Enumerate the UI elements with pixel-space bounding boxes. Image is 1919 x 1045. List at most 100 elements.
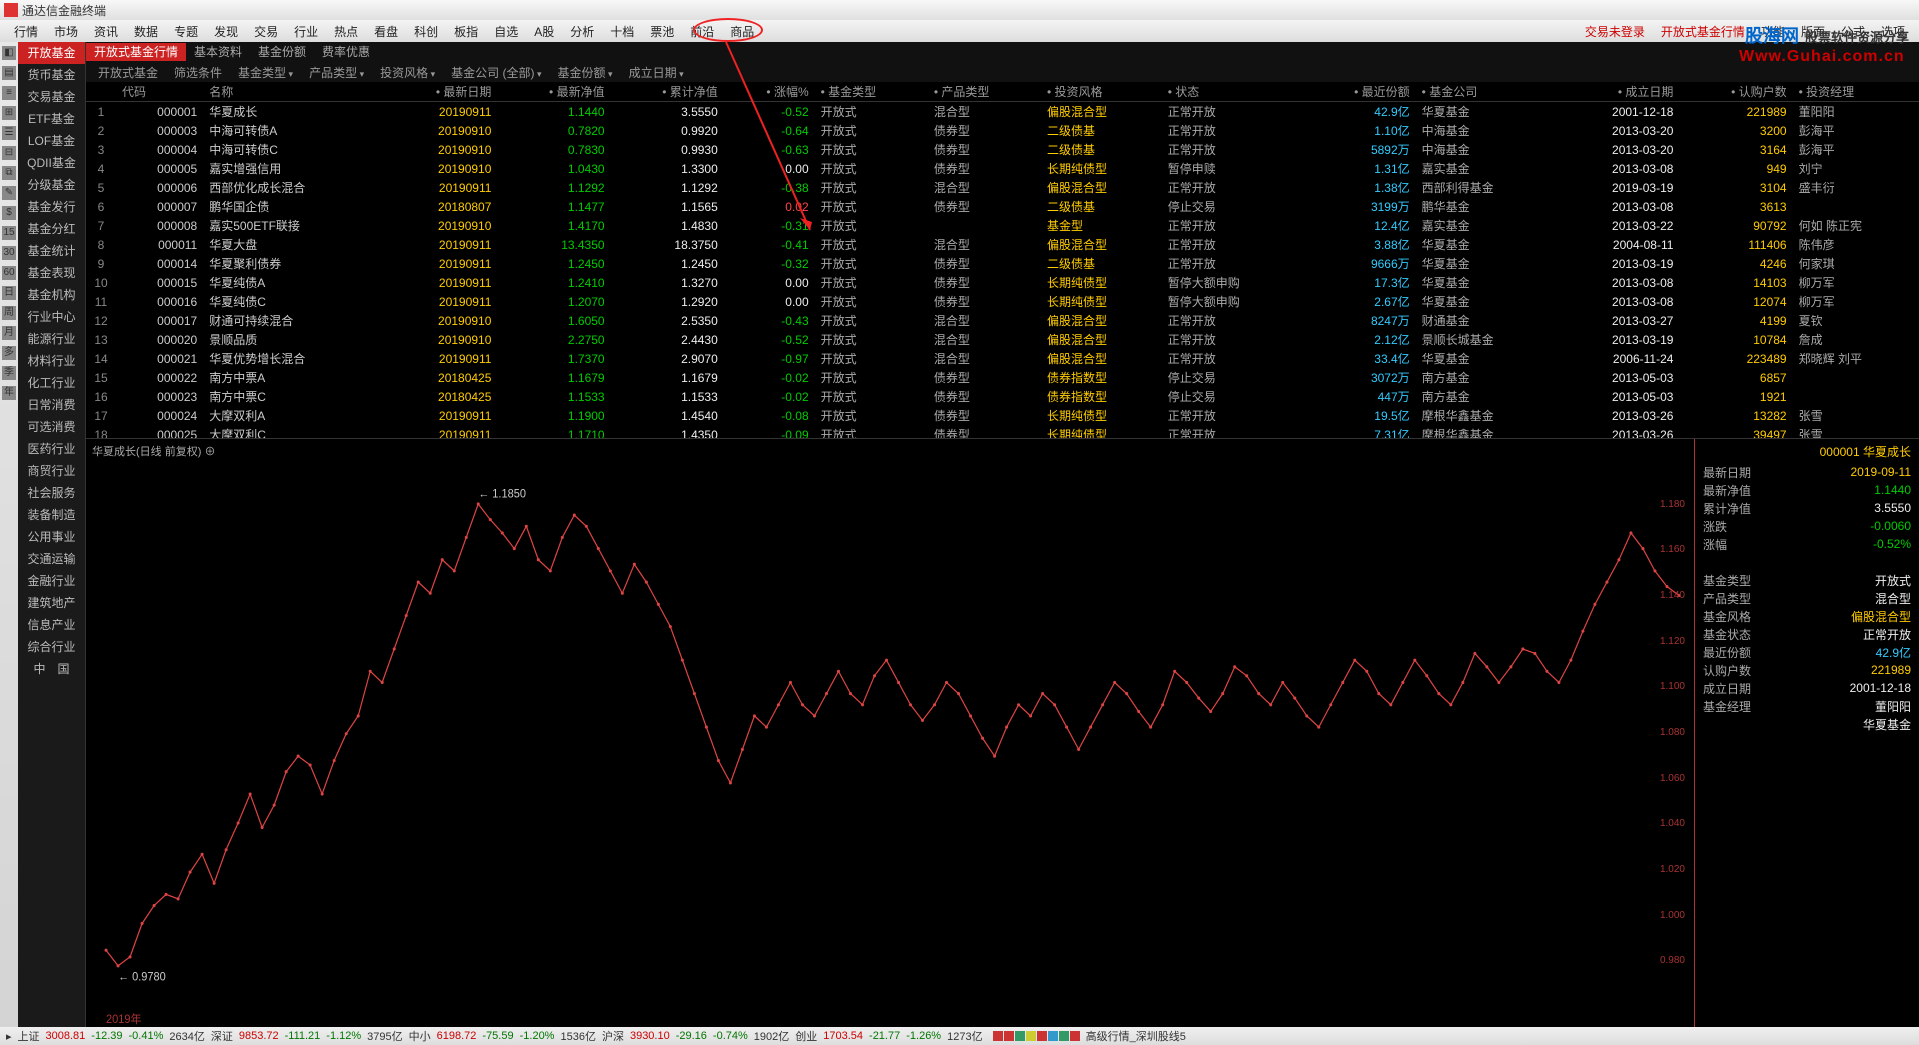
table-row[interactable]: 4000005嘉实增强信用201909101.04301.33000.00开放式… [86,159,1919,178]
table-row[interactable]: 8000011华夏大盘2019091113.435018.3750-0.41开放… [86,235,1919,254]
menu-板指[interactable]: 板指 [446,23,486,40]
col-header[interactable]: • 投资风格 [1041,82,1162,102]
col-header[interactable]: • 基金类型 [815,82,928,102]
menu-交易[interactable]: 交易 [246,23,286,40]
menu-前沿[interactable]: 前沿 [682,23,722,40]
table-row[interactable]: 6000007鹏华国企债201808071.14771.15650.02开放式债… [86,197,1919,216]
col-header[interactable]: 名称 [203,82,384,102]
menu-资讯[interactable]: 资讯 [86,23,126,40]
table-row[interactable]: 2000003中海可转债A201909100.78200.9920-0.64开放… [86,121,1919,140]
filter[interactable]: 成立日期 [623,64,690,81]
menu-市场[interactable]: 市场 [46,23,86,40]
menu-票池[interactable]: 票池 [642,23,682,40]
sidebar-item[interactable]: 交易基金 [18,86,85,108]
table-row[interactable]: 18000025大摩双利C201909111.17101.4350-0.09开放… [86,425,1919,438]
toolstrip-icon[interactable]: 周 [2,306,16,320]
toolstrip-icon[interactable]: ◧ [2,46,16,60]
filter[interactable]: 基金公司 (全部) [445,64,547,81]
sidebar-item[interactable]: 综合行业 [18,636,85,658]
menu-十档[interactable]: 十档 [602,23,642,40]
table-row[interactable]: 15000022南方中票A201804251.16791.1679-0.02开放… [86,368,1919,387]
toolstrip-icon[interactable]: ☰ [2,126,16,140]
filter[interactable]: 筛选条件 [168,64,228,81]
sidebar-item[interactable]: 材料行业 [18,350,85,372]
sidebar-item[interactable]: 中 国 [18,658,85,680]
sidebar-item[interactable]: 金融行业 [18,570,85,592]
menu-数据[interactable]: 数据 [126,23,166,40]
menu-科创[interactable]: 科创 [406,23,446,40]
menu-行业[interactable]: 行业 [286,23,326,40]
menu-发现[interactable]: 发现 [206,23,246,40]
menu-A股[interactable]: A股 [526,23,562,40]
menu-行情[interactable]: 行情 [6,23,46,40]
menu-分析[interactable]: 分析 [562,23,602,40]
toolstrip-icon[interactable]: 60 [2,266,16,280]
sidebar-item[interactable]: 能源行业 [18,328,85,350]
tab[interactable]: 基本资料 [186,43,250,61]
table-row[interactable]: 7000008嘉实500ETF联接201909101.41701.4830-0.… [86,216,1919,235]
toolstrip-icon[interactable]: 15 [2,226,16,240]
filter[interactable]: 开放式基金 [92,64,164,81]
sidebar-item[interactable]: 货币基金 [18,64,85,86]
col-header[interactable] [86,82,116,102]
filter[interactable]: 投资风格 [374,64,441,81]
col-header[interactable]: • 最新日期 [384,82,497,102]
filter[interactable]: 产品类型 [303,64,370,81]
sidebar-item[interactable]: 公用事业 [18,526,85,548]
menu-交易未登录[interactable]: 交易未登录 [1577,23,1653,40]
table-row[interactable]: 5000006西部优化成长混合201909111.12921.1292-0.38… [86,178,1919,197]
col-header[interactable]: • 基金公司 [1416,82,1557,102]
table-row[interactable]: 3000004中海可转债C201909100.78300.9930-0.63开放… [86,140,1919,159]
toolstrip-icon[interactable]: 30 [2,246,16,260]
toolstrip-icon[interactable]: ⊞ [2,106,16,120]
col-header[interactable]: • 产品类型 [928,82,1041,102]
sidebar-item[interactable]: 社会服务 [18,482,85,504]
table-row[interactable]: 10000015华夏纯债A201909111.24101.32700.00开放式… [86,273,1919,292]
menu-商品[interactable]: 商品 [722,23,762,40]
sidebar-item[interactable]: 行业中心 [18,306,85,328]
toolstrip-icon[interactable]: ▤ [2,66,16,80]
col-header[interactable]: • 最新净值 [497,82,610,102]
col-header[interactable]: • 成立日期 [1556,82,1679,102]
toolstrip-icon[interactable]: ⊟ [2,146,16,160]
sidebar-item[interactable]: 基金机构 [18,284,85,306]
table-row[interactable]: 13000020景顺品质201909102.27502.4430-0.52开放式… [86,330,1919,349]
toolstrip-icon[interactable]: $ [2,206,16,220]
menu-专题[interactable]: 专题 [166,23,206,40]
tab[interactable]: 开放式基金行情 [86,43,186,61]
toolstrip-icon[interactable]: 季 [2,366,16,380]
menu-热点[interactable]: 热点 [326,23,366,40]
col-header[interactable]: • 投资经理 [1793,82,1919,102]
sidebar-item[interactable]: 基金表现 [18,262,85,284]
table-row[interactable]: 14000021华夏优势增长混合201909111.73702.9070-0.9… [86,349,1919,368]
tab[interactable]: 费率优惠 [314,43,378,61]
toolstrip-icon[interactable]: 多 [2,346,16,360]
table-row[interactable]: 17000024大摩双利A201909111.19001.4540-0.08开放… [86,406,1919,425]
col-header[interactable]: • 累计净值 [611,82,724,102]
col-header[interactable]: • 认购户数 [1679,82,1792,102]
filter[interactable]: 基金类型 [232,64,299,81]
col-header[interactable]: • 涨幅% [724,82,815,102]
col-header[interactable]: • 最近份额 [1302,82,1415,102]
sidebar-item[interactable]: 化工行业 [18,372,85,394]
menu-看盘[interactable]: 看盘 [366,23,406,40]
sidebar-item[interactable]: 商贸行业 [18,460,85,482]
menu-自选[interactable]: 自选 [486,23,526,40]
col-header[interactable]: • 状态 [1162,82,1303,102]
sidebar-item[interactable]: 基金分红 [18,218,85,240]
sidebar-item[interactable]: 信息产业 [18,614,85,636]
filter[interactable]: 基金份额 [552,64,619,81]
toolstrip-icon[interactable]: ≡ [2,86,16,100]
table-row[interactable]: 16000023南方中票C201804251.15331.1533-0.02开放… [86,387,1919,406]
sidebar-item[interactable]: 基金统计 [18,240,85,262]
sidebar-item[interactable]: 医药行业 [18,438,85,460]
sidebar-item[interactable]: 建筑地产 [18,592,85,614]
toolstrip-icon[interactable]: 年 [2,386,16,400]
table-row[interactable]: 1000001华夏成长201909111.14403.5550-0.52开放式混… [86,102,1919,122]
sidebar-item[interactable]: 可选消费 [18,416,85,438]
sidebar-item[interactable]: 日常消费 [18,394,85,416]
sidebar-item[interactable]: LOF基金 [18,130,85,152]
sidebar-item[interactable]: 开放基金 [18,42,85,64]
toolstrip-icon[interactable]: ✎ [2,186,16,200]
sidebar-item[interactable]: 交通运输 [18,548,85,570]
